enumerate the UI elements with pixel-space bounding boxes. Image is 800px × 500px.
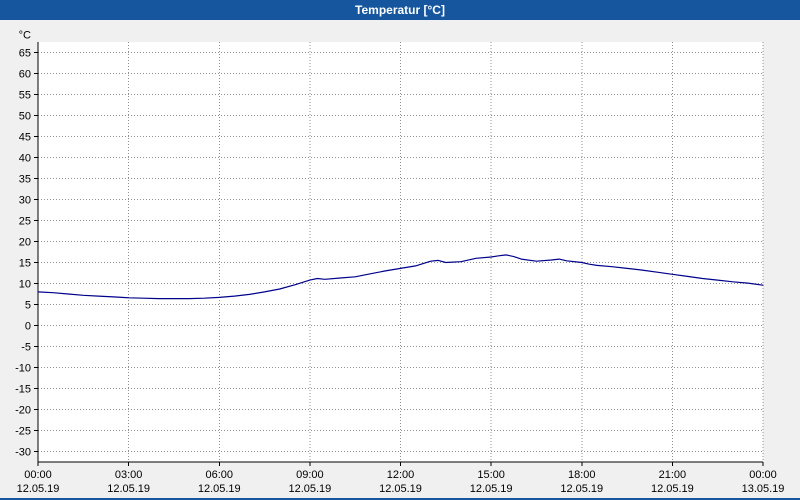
y-tick-label: -30 bbox=[15, 447, 31, 459]
x-tick-time-label: 00:00 bbox=[24, 469, 52, 481]
y-tick-label: -20 bbox=[15, 405, 31, 417]
y-tick-label: -10 bbox=[15, 363, 31, 375]
y-tick-label: 50 bbox=[19, 111, 31, 123]
x-tick-time-label: 09:00 bbox=[296, 469, 324, 481]
x-tick-time-label: 21:00 bbox=[659, 469, 687, 481]
y-tick-label: 45 bbox=[19, 132, 31, 144]
y-tick-label: 40 bbox=[19, 153, 31, 165]
y-tick-label: 65 bbox=[19, 48, 31, 60]
y-tick-label: 20 bbox=[19, 237, 31, 249]
title-bar: Temperatur [°C] bbox=[0, 0, 800, 20]
y-tick-label: 0 bbox=[25, 321, 31, 333]
y-tick-label: -5 bbox=[21, 342, 31, 354]
y-tick-label: -25 bbox=[15, 426, 31, 438]
y-tick-label: 10 bbox=[19, 279, 31, 291]
x-tick-time-label: 15:00 bbox=[477, 469, 505, 481]
y-tick-label: 15 bbox=[19, 258, 31, 270]
y-tick-label: 60 bbox=[19, 69, 31, 81]
x-tick-date-label: 12.05.19 bbox=[470, 483, 513, 493]
x-tick-date-label: 12.05.19 bbox=[379, 483, 422, 493]
y-tick-label: 55 bbox=[19, 90, 31, 102]
y-tick-label: -15 bbox=[15, 384, 31, 396]
x-tick-time-label: 18:00 bbox=[568, 469, 596, 481]
chart-container: 65 60 55 50 45 40 35 30 25 20 15 10 5 0 -5 -10 -15 -20 -25… bbox=[0, 20, 800, 498]
x-tick-date-label: 12.05.19 bbox=[560, 483, 603, 493]
y-tick-label: 5 bbox=[25, 300, 31, 312]
x-tick-time-label: 00:00 bbox=[749, 469, 777, 481]
y-tick-label: 35 bbox=[19, 174, 31, 186]
bottom-strip bbox=[0, 498, 800, 500]
y-tick-label: 25 bbox=[19, 216, 31, 228]
y-axis-unit-label: °C bbox=[19, 30, 31, 42]
y-tick-label: 30 bbox=[19, 195, 31, 207]
temperature-line bbox=[37, 254, 764, 300]
x-tick-time-label: 12:00 bbox=[387, 469, 415, 481]
x-tick-date-label: 12.05.19 bbox=[288, 483, 331, 493]
x-tick-date-label: 12.05.19 bbox=[107, 483, 150, 493]
window-title: Temperatur [°C] bbox=[355, 3, 445, 17]
x-tick-date-label: 12.05.19 bbox=[198, 483, 241, 493]
temperature-chart: 65605550454035302520151050-5-10-15-20-25… bbox=[15, 30, 785, 496]
x-tick-date-label: 12.05.19 bbox=[651, 483, 694, 493]
x-tick-time-label: 03:00 bbox=[115, 469, 143, 481]
x-tick-time-label: 06:00 bbox=[205, 469, 233, 481]
x-tick-date-label: 13.05.19 bbox=[742, 483, 785, 493]
x-tick-date-label: 12.05.19 bbox=[17, 483, 60, 493]
